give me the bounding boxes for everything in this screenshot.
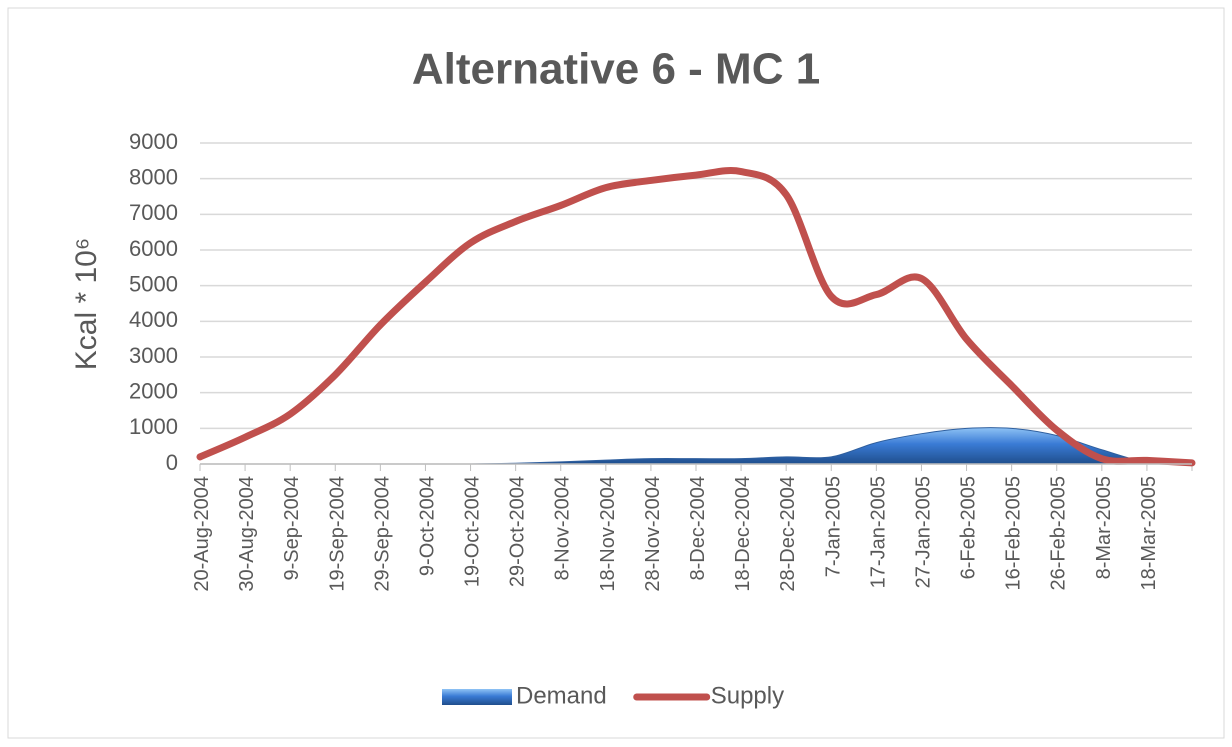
y-tick-label: 0 bbox=[166, 450, 178, 475]
x-tick-label: 16-Feb-2005 bbox=[1003, 476, 1025, 591]
x-tick-label: 6-Feb-2005 bbox=[958, 476, 980, 579]
x-tick-label: 18-Mar-2005 bbox=[1138, 476, 1160, 591]
x-tick-label: 7-Jan-2005 bbox=[822, 476, 844, 577]
x-tick-label: 19-Sep-2004 bbox=[326, 476, 348, 592]
y-tick-label: 5000 bbox=[129, 271, 178, 296]
y-tick-label: 9000 bbox=[129, 129, 178, 154]
x-tick-label: 29-Sep-2004 bbox=[371, 476, 393, 592]
x-tick-label: 9-Oct-2004 bbox=[416, 476, 438, 576]
y-axis-label: Kcal * 10⁶ bbox=[70, 238, 103, 370]
x-tick-label: 20-Aug-2004 bbox=[191, 476, 213, 592]
x-tick-label: 28-Dec-2004 bbox=[777, 476, 799, 592]
x-tick-label: 8-Nov-2004 bbox=[552, 476, 574, 581]
x-tick-label: 8-Dec-2004 bbox=[687, 476, 709, 581]
y-tick-label: 4000 bbox=[129, 307, 178, 332]
y-tick-label: 1000 bbox=[129, 414, 178, 439]
x-tick-label: 18-Dec-2004 bbox=[732, 476, 754, 592]
x-tick-label: 30-Aug-2004 bbox=[236, 476, 258, 592]
x-tick-label: 19-Oct-2004 bbox=[462, 476, 484, 587]
y-tick-label: 7000 bbox=[129, 200, 178, 225]
chart-border bbox=[7, 7, 1225, 739]
x-tick-label: 28-Nov-2004 bbox=[642, 476, 664, 592]
line bbox=[196, 167, 1196, 467]
legend-label: Demand bbox=[516, 682, 607, 709]
y-tick-label: 2000 bbox=[129, 378, 178, 403]
x-tick-label: 27-Jan-2005 bbox=[912, 476, 934, 588]
y-tick-label: 3000 bbox=[129, 343, 178, 368]
legend-swatch bbox=[442, 689, 512, 705]
legend-label: Supply bbox=[711, 682, 784, 709]
x-tick-label: 26-Feb-2005 bbox=[1048, 476, 1070, 591]
y-tick-label: 6000 bbox=[129, 236, 178, 261]
x-tick-label: 29-Oct-2004 bbox=[507, 476, 529, 587]
x-tick-label: 17-Jan-2005 bbox=[867, 476, 889, 588]
y-tick-label: 8000 bbox=[129, 164, 178, 189]
x-tick-label: 8-Mar-2005 bbox=[1093, 476, 1115, 579]
x-tick-label: 18-Nov-2004 bbox=[597, 476, 619, 592]
chart-title: Alternative 6 - MC 1 bbox=[412, 45, 820, 94]
x-tick-label: 9-Sep-2004 bbox=[281, 476, 303, 581]
